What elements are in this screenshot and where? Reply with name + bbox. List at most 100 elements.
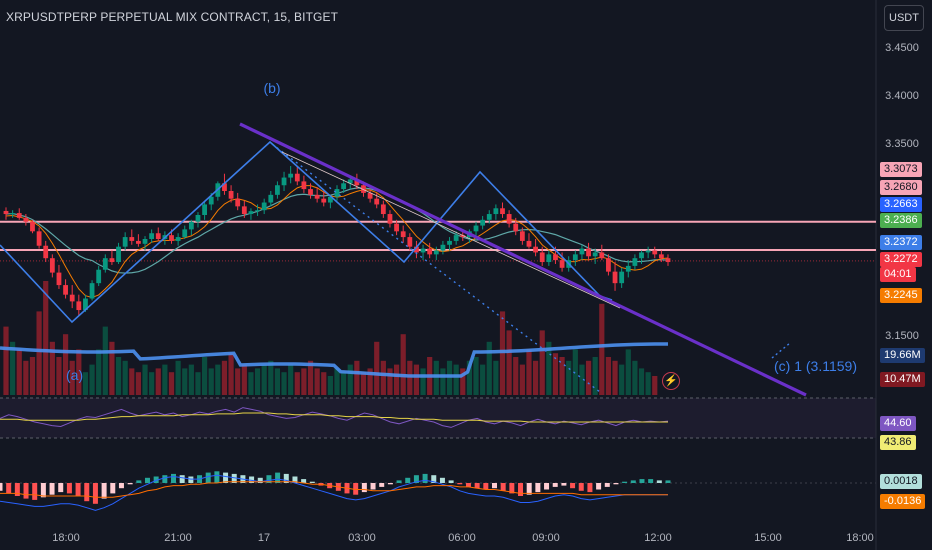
candle-body (645, 250, 651, 253)
volume-bar (579, 364, 585, 395)
macd-histogram-bar (58, 483, 64, 493)
candle-body (268, 194, 274, 203)
candle-body (63, 285, 68, 295)
candle-body (579, 248, 585, 255)
volume-bar (89, 364, 95, 395)
volume-bar (420, 368, 426, 395)
volume-bar (360, 372, 367, 395)
volume-bar (208, 368, 214, 395)
volume-bar (301, 368, 307, 395)
volume-bar (440, 368, 446, 395)
volume-bar (69, 360, 75, 395)
candle-body (195, 215, 201, 222)
candle-body (586, 248, 591, 257)
candle-body (486, 214, 492, 220)
volume-bar (29, 357, 36, 395)
candle-body (619, 271, 625, 284)
macd-histogram-bar (596, 483, 602, 490)
volume-bar (519, 364, 525, 395)
volume-bar (347, 364, 353, 395)
wave-projection-line (771, 342, 791, 359)
candle-body (30, 221, 35, 232)
volume-bar (612, 360, 618, 395)
macd-histogram-bar (413, 475, 419, 483)
candle-body (49, 258, 55, 273)
candle-body (288, 173, 294, 178)
candle-body (526, 240, 532, 247)
macd-histogram-bar (552, 483, 558, 487)
macd-histogram-bar (23, 483, 29, 499)
price-tag: 3.2372 (880, 235, 922, 250)
candle-body (228, 191, 234, 199)
macd-histogram-bar (118, 483, 124, 489)
volume-bar (393, 364, 400, 395)
volume-bar (652, 376, 658, 395)
volume-bar (645, 372, 651, 395)
macd-histogram-bar (639, 479, 645, 483)
volume-bar (314, 368, 320, 395)
volume-bar (82, 372, 89, 395)
macd-histogram-bar (465, 483, 471, 487)
volume-bar (433, 360, 439, 395)
candle-body (248, 211, 254, 215)
candle-body (175, 237, 181, 241)
volume-bar (49, 341, 55, 395)
candle-body (149, 233, 155, 239)
rsi-line (0, 407, 669, 428)
alert-icon[interactable]: ⚡ (662, 372, 680, 390)
candle-body (308, 189, 313, 195)
candle-body (136, 240, 141, 244)
candle-body (539, 252, 545, 263)
candle-body (420, 248, 426, 253)
candle-body (56, 272, 62, 286)
volume-bar (202, 357, 208, 395)
candle-body (36, 231, 42, 246)
candle-body (480, 219, 486, 226)
candle-body (513, 223, 519, 232)
candle-body (592, 252, 598, 257)
macd-histogram-bar (457, 483, 463, 485)
candle-body (142, 239, 148, 244)
macd-signal-line (0, 481, 668, 498)
candle-body (281, 177, 287, 186)
candle-body (334, 189, 340, 197)
volume-bar (23, 360, 29, 395)
macd-histogram-bar (491, 483, 497, 489)
volume-bar (175, 360, 181, 395)
chart-title: XRPUSDTPERP PERPETUAL MIX CONTRACT, 15, … (6, 10, 338, 24)
volume-bar (142, 364, 148, 395)
volume-bar (559, 357, 565, 395)
macd-histogram-bar (205, 472, 211, 483)
macd-histogram-bar (396, 480, 402, 483)
volume-bar (248, 372, 254, 395)
macd-histogram-bar (570, 483, 576, 489)
currency-button[interactable]: USDT (884, 5, 924, 31)
volume-bar (539, 330, 545, 395)
volume-bar (446, 360, 453, 395)
macd-histogram-bar (14, 483, 20, 496)
volume-bar (168, 372, 175, 395)
volume-bar (367, 368, 373, 395)
volume-bar (619, 364, 625, 395)
volume-bar (76, 349, 82, 395)
candle-body (96, 269, 102, 284)
wave-label: (b) (263, 80, 280, 96)
candle-body (327, 196, 333, 203)
macd-histogram-bar (301, 479, 307, 483)
macd-histogram-bar (84, 483, 90, 502)
candle-body (202, 204, 207, 215)
volume-tag: 10.47M (880, 372, 925, 387)
volume-bar (268, 360, 274, 395)
volume-bar (10, 341, 16, 395)
volume-bar (135, 372, 141, 395)
x-tick-label: 15:00 (754, 532, 782, 544)
macd-histogram-bar (405, 477, 411, 483)
wave-projection-line (271, 143, 601, 393)
x-tick-label: 18:00 (846, 532, 874, 544)
volume-bar (102, 326, 108, 395)
macd-histogram-bar (179, 475, 185, 483)
candle-body (261, 202, 267, 211)
macd-histogram-bar (518, 483, 524, 496)
candle-body (453, 235, 459, 241)
